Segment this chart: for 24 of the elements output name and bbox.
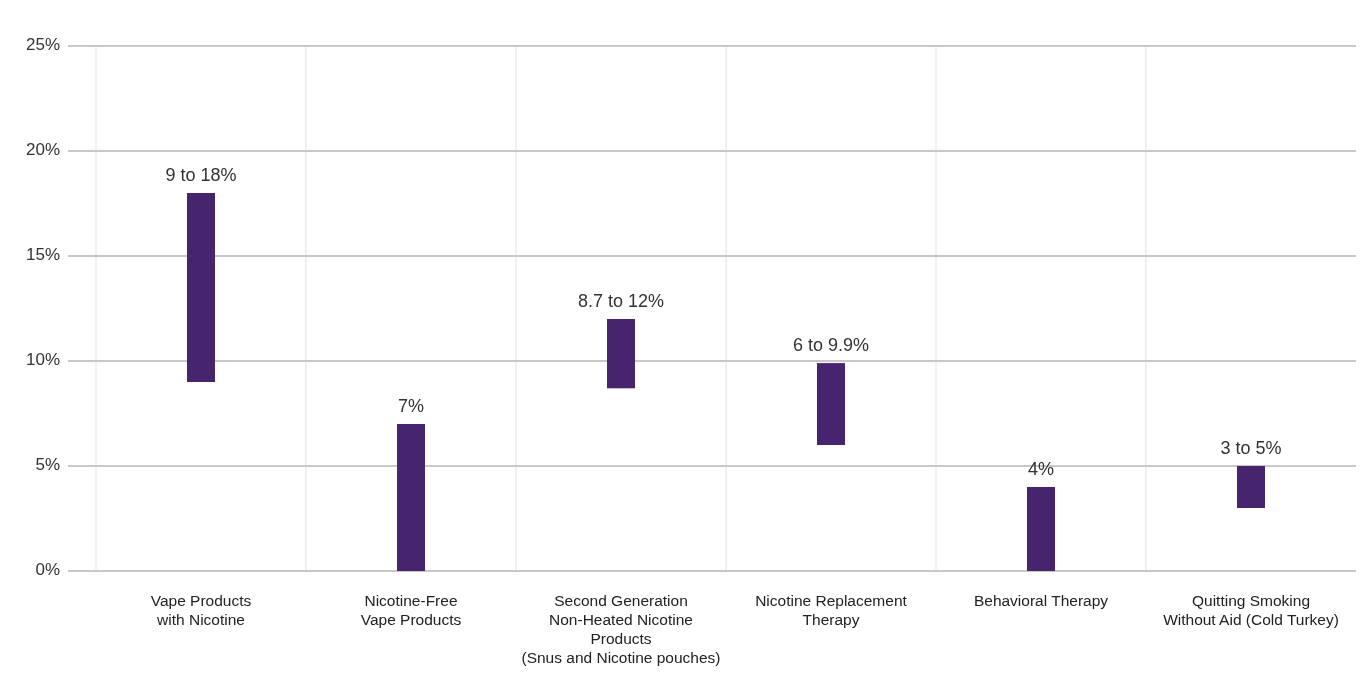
x-tick-label: Nicotine Replacement Therapy bbox=[755, 592, 908, 628]
annotation: 8.7 to 12% bbox=[577, 291, 665, 311]
y-tick-label: 5% bbox=[35, 455, 60, 475]
x-tick-label: Second Generation Non-Heated Nicotine Products (Snus and Nicotine pouches) bbox=[521, 592, 721, 666]
annotation: 3 to 5% bbox=[1220, 438, 1282, 458]
annotation: 4% bbox=[1027, 459, 1055, 479]
bar bbox=[187, 193, 215, 382]
annotation: 9 to 18% bbox=[165, 165, 237, 185]
y-tick-label: 25% bbox=[25, 35, 60, 55]
x-tick-label: Nicotine-Free Vape Products bbox=[360, 592, 462, 628]
bar bbox=[397, 424, 425, 571]
annotation: 6 to 9.9% bbox=[792, 335, 870, 356]
bar bbox=[1237, 466, 1265, 508]
x-tick-label: Vape Products with Nicotine bbox=[150, 592, 252, 628]
annotation: 7% bbox=[397, 396, 425, 416]
y-tick-label: 15% bbox=[25, 245, 60, 265]
x-tick-label: Behavioral Therapy bbox=[973, 592, 1109, 609]
y-tick-label: 0% bbox=[35, 560, 60, 580]
y-tick-label: 20% bbox=[25, 140, 60, 160]
y-tick-label: 10% bbox=[25, 350, 60, 370]
bar bbox=[1027, 487, 1055, 571]
bar bbox=[817, 363, 845, 445]
bar bbox=[607, 319, 635, 389]
x-tick-label: Quitting Smoking Without Aid (Cold Turkey) bbox=[1163, 592, 1339, 628]
